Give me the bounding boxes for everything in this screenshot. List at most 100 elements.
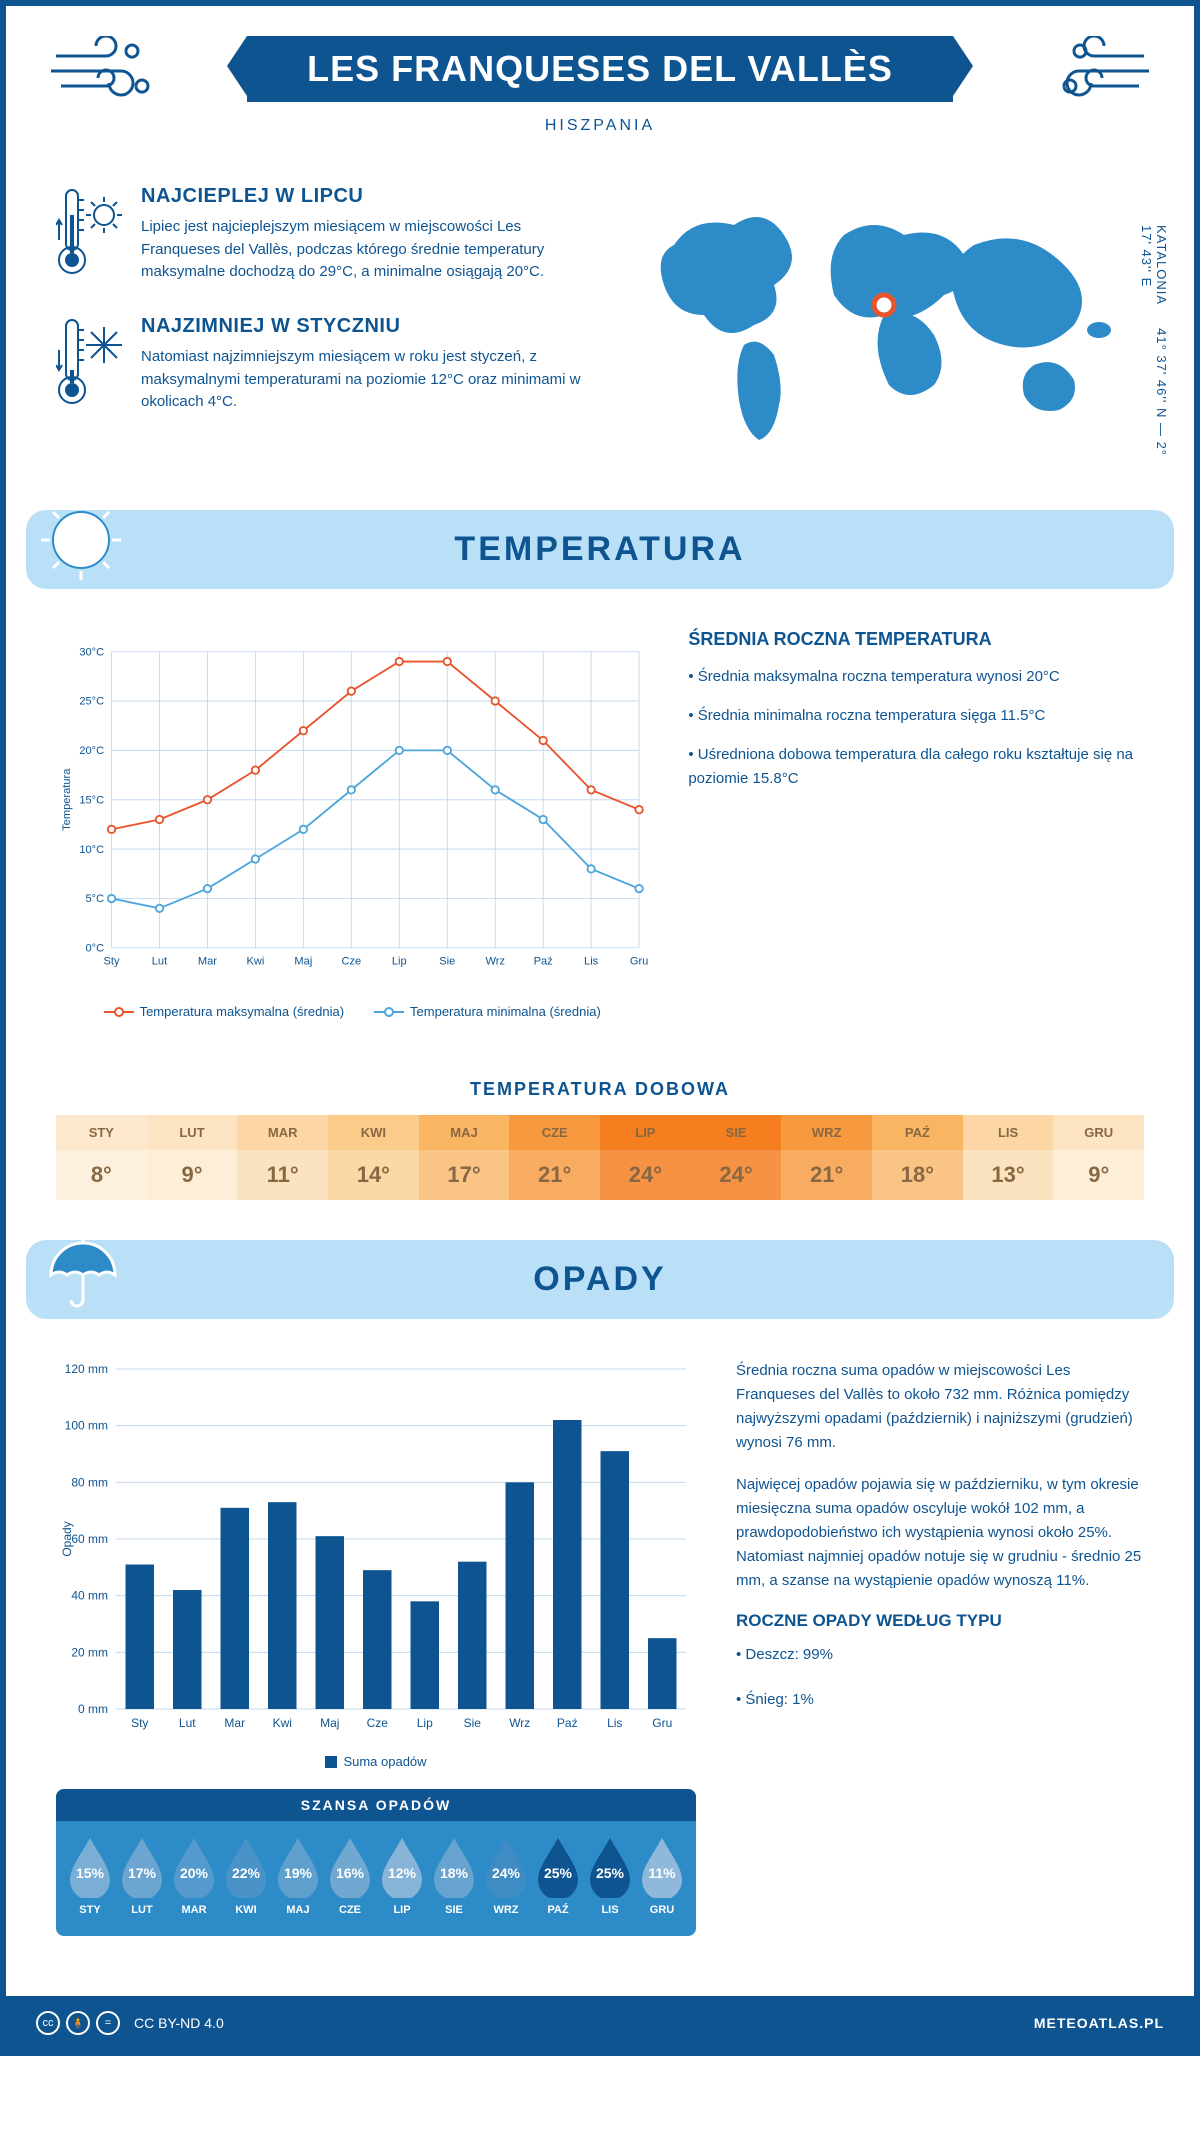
svg-text:Mar: Mar bbox=[224, 1716, 245, 1730]
hot-block: NAJCIEPLEJ W LIPCU Lipiec jest najcieple… bbox=[56, 185, 594, 285]
drop: 25%PAŹ bbox=[534, 1836, 582, 1916]
license: cc 🧍 = CC BY-ND 4.0 bbox=[36, 2011, 224, 2035]
precip-section-header: OPADY bbox=[26, 1240, 1174, 1319]
svg-text:Kwi: Kwi bbox=[273, 1716, 292, 1730]
page: LES FRANQUESES DEL VALLÈS HISZPANIA bbox=[0, 0, 1200, 2056]
temp-cell: CZE21° bbox=[509, 1115, 600, 1200]
svg-text:0°C: 0°C bbox=[86, 943, 105, 955]
svg-text:Lis: Lis bbox=[584, 955, 599, 967]
drop: 24%WRZ bbox=[482, 1836, 530, 1916]
info-section: NAJCIEPLEJ W LIPCU Lipiec jest najcieple… bbox=[6, 145, 1194, 510]
svg-text:Cze: Cze bbox=[367, 1716, 389, 1730]
svg-text:Lut: Lut bbox=[152, 955, 167, 967]
by-icon: 🧍 bbox=[66, 2011, 90, 2035]
yearly-rain: • Deszcz: 99% bbox=[736, 1641, 1144, 1668]
info-left: NAJCIEPLEJ W LIPCU Lipiec jest najcieple… bbox=[56, 185, 594, 470]
subtitle: HISZPANIA bbox=[247, 117, 953, 135]
precip-title: OPADY bbox=[66, 1260, 1134, 1299]
legend-item: Temperatura maksymalna (średnia) bbox=[104, 1004, 344, 1019]
drop: 11%GRU bbox=[638, 1836, 686, 1916]
temp-cell: KWI14° bbox=[328, 1115, 419, 1200]
temp-legend: Temperatura maksymalna (średnia)Temperat… bbox=[56, 1004, 648, 1019]
svg-text:10°C: 10°C bbox=[79, 844, 104, 856]
drop: 16%CZE bbox=[326, 1836, 374, 1916]
wind-icon bbox=[46, 36, 166, 111]
temp-cell: LIP24° bbox=[600, 1115, 691, 1200]
svg-text:40 mm: 40 mm bbox=[71, 1589, 108, 1603]
daily-temp-table: STY8°LUT9°MAR11°KWI14°MAJ17°CZE21°LIP24°… bbox=[56, 1115, 1144, 1200]
map-area: KATALONIA 41° 37' 46'' N — 2° 17' 43'' E bbox=[624, 185, 1144, 470]
svg-text:Gru: Gru bbox=[630, 955, 649, 967]
yearly-type-title: ROCZNE OPADY WEDŁUG TYPU bbox=[736, 1611, 1144, 1631]
temp-cell: PAŹ18° bbox=[872, 1115, 963, 1200]
svg-text:Lis: Lis bbox=[607, 1716, 622, 1730]
svg-text:Lip: Lip bbox=[392, 955, 407, 967]
drop: 22%KWI bbox=[222, 1836, 270, 1916]
cold-title: NAJZIMNIEJ W STYCZNIU bbox=[141, 315, 594, 338]
svg-text:15°C: 15°C bbox=[79, 794, 104, 806]
svg-text:0 mm: 0 mm bbox=[78, 1702, 108, 1716]
svg-text:Mar: Mar bbox=[198, 955, 217, 967]
header: LES FRANQUESES DEL VALLÈS HISZPANIA bbox=[6, 6, 1194, 145]
svg-text:Gru: Gru bbox=[652, 1716, 672, 1730]
svg-text:Cze: Cze bbox=[341, 955, 361, 967]
map-marker-icon bbox=[874, 295, 894, 315]
chance-title: SZANSA OPADÓW bbox=[56, 1789, 696, 1821]
temp-cell: LIS13° bbox=[963, 1115, 1054, 1200]
svg-text:Sie: Sie bbox=[439, 955, 455, 967]
svg-text:Sty: Sty bbox=[104, 955, 120, 967]
temp-cell: GRU9° bbox=[1053, 1115, 1144, 1200]
chance-box: SZANSA OPADÓW 15%STY17%LUT20%MAR22%KWI19… bbox=[56, 1789, 696, 1936]
license-text: CC BY-ND 4.0 bbox=[134, 2015, 224, 2031]
svg-text:120 mm: 120 mm bbox=[65, 1362, 108, 1376]
svg-text:25°C: 25°C bbox=[79, 696, 104, 708]
svg-text:Temperatura: Temperatura bbox=[61, 768, 73, 831]
temp-cell: SIE24° bbox=[691, 1115, 782, 1200]
precip-paragraph: Najwięcej opadów pojawia się w październ… bbox=[736, 1473, 1144, 1593]
svg-text:Sty: Sty bbox=[131, 1716, 148, 1730]
temp-title: TEMPERATURA bbox=[66, 530, 1134, 569]
temp-cell: MAR11° bbox=[237, 1115, 328, 1200]
info-item: • Uśredniona dobowa temperatura dla całe… bbox=[688, 743, 1144, 791]
info-item: • Średnia minimalna roczna temperatura s… bbox=[688, 704, 1144, 728]
sun-icon bbox=[36, 495, 126, 585]
drop: 19%MAJ bbox=[274, 1836, 322, 1916]
site-name: METEOATLAS.PL bbox=[1034, 2015, 1164, 2031]
temp-cell: LUT9° bbox=[147, 1115, 238, 1200]
svg-text:Lip: Lip bbox=[417, 1716, 433, 1730]
daily-temp-title: TEMPERATURA DOBOWA bbox=[6, 1079, 1194, 1100]
svg-text:5°C: 5°C bbox=[86, 893, 105, 905]
drop: 18%SIE bbox=[430, 1836, 478, 1916]
precip-legend: Suma opadów bbox=[56, 1754, 696, 1769]
svg-text:80 mm: 80 mm bbox=[71, 1475, 108, 1489]
hot-title: NAJCIEPLEJ W LIPCU bbox=[141, 185, 594, 208]
temp-cell: WRZ21° bbox=[781, 1115, 872, 1200]
drop: 20%MAR bbox=[170, 1836, 218, 1916]
svg-text:Wrz: Wrz bbox=[485, 955, 505, 967]
svg-text:100 mm: 100 mm bbox=[65, 1419, 108, 1433]
cold-text: Natomiast najzimniejszym miesiącem w rok… bbox=[141, 346, 594, 414]
wind-icon bbox=[1034, 36, 1154, 111]
precip-chart: 0 mm20 mm40 mm60 mm80 mm100 mm120 mmStyL… bbox=[56, 1359, 696, 1956]
hot-text: Lipiec jest najcieplejszym miesiącem w m… bbox=[141, 216, 594, 284]
avg-temp-title: ŚREDNIA ROCZNA TEMPERATURA bbox=[688, 629, 1144, 650]
coords: KATALONIA 41° 37' 46'' N — 2° 17' 43'' E bbox=[1139, 225, 1169, 470]
drop: 25%LIS bbox=[586, 1836, 634, 1916]
svg-text:Maj: Maj bbox=[294, 955, 312, 967]
svg-text:Kwi: Kwi bbox=[246, 955, 264, 967]
svg-text:30°C: 30°C bbox=[79, 646, 104, 658]
svg-text:Paź: Paź bbox=[557, 1716, 578, 1730]
temp-section-header: TEMPERATURA bbox=[26, 510, 1174, 589]
precip-chart-section: 0 mm20 mm40 mm60 mm80 mm100 mm120 mmStyL… bbox=[6, 1319, 1194, 1996]
svg-text:Opady: Opady bbox=[60, 1521, 74, 1556]
svg-text:Sie: Sie bbox=[464, 1716, 482, 1730]
thermometer-hot-icon bbox=[56, 185, 126, 285]
svg-text:Paź: Paź bbox=[534, 955, 553, 967]
yearly-type: ROCZNE OPADY WEDŁUG TYPU • Deszcz: 99% •… bbox=[736, 1611, 1144, 1713]
svg-text:Wrz: Wrz bbox=[509, 1716, 530, 1730]
yearly-snow: • Śnieg: 1% bbox=[736, 1686, 1144, 1713]
drop: 15%STY bbox=[66, 1836, 114, 1916]
thermometer-cold-icon bbox=[56, 315, 126, 415]
footer: cc 🧍 = CC BY-ND 4.0 METEOATLAS.PL bbox=[6, 1996, 1194, 2050]
temp-cell: MAJ17° bbox=[419, 1115, 510, 1200]
